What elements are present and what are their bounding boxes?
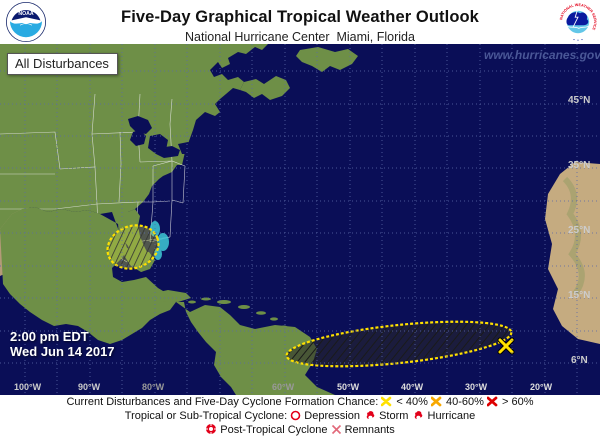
svg-text:NOAA: NOAA	[18, 11, 34, 17]
